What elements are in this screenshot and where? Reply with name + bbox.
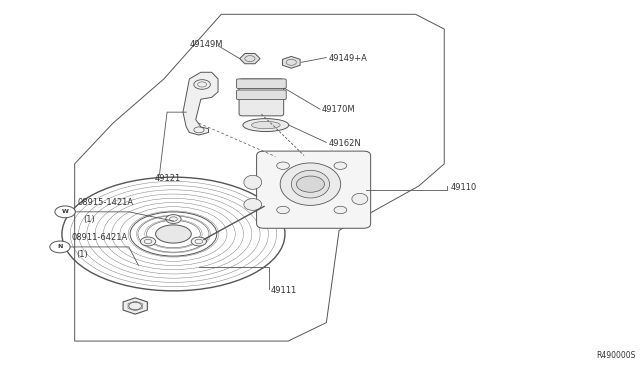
Circle shape — [50, 241, 70, 253]
Ellipse shape — [291, 170, 330, 198]
Ellipse shape — [156, 225, 191, 243]
Circle shape — [334, 206, 347, 214]
Text: R490000S: R490000S — [596, 350, 636, 359]
Circle shape — [166, 215, 181, 224]
Circle shape — [191, 237, 207, 246]
Polygon shape — [123, 298, 147, 314]
Ellipse shape — [243, 119, 289, 132]
Ellipse shape — [352, 193, 368, 205]
FancyBboxPatch shape — [237, 79, 286, 89]
Ellipse shape — [244, 175, 262, 189]
Circle shape — [140, 237, 156, 246]
Text: N: N — [58, 244, 63, 249]
Text: 08911-6421A: 08911-6421A — [72, 234, 128, 243]
Ellipse shape — [252, 121, 280, 129]
Polygon shape — [282, 57, 300, 68]
Polygon shape — [240, 54, 260, 64]
Circle shape — [296, 176, 324, 192]
Circle shape — [276, 206, 289, 214]
Text: 49170M: 49170M — [321, 105, 355, 115]
Ellipse shape — [244, 199, 262, 211]
Text: 49110: 49110 — [451, 183, 477, 192]
Text: (1): (1) — [77, 250, 88, 259]
Text: 49149+A: 49149+A — [328, 54, 367, 63]
Circle shape — [55, 206, 76, 218]
Circle shape — [334, 162, 347, 169]
Polygon shape — [183, 72, 218, 135]
Ellipse shape — [280, 163, 340, 205]
Text: W: W — [61, 209, 68, 214]
FancyBboxPatch shape — [257, 151, 371, 228]
Text: 49111: 49111 — [271, 286, 297, 295]
Text: 08915-1421A: 08915-1421A — [78, 198, 134, 208]
FancyBboxPatch shape — [237, 90, 286, 100]
Text: (1): (1) — [83, 215, 95, 224]
Text: 49149M: 49149M — [189, 41, 223, 49]
Text: 49162N: 49162N — [328, 139, 361, 148]
Circle shape — [276, 162, 289, 169]
Text: 49121: 49121 — [154, 174, 180, 183]
FancyBboxPatch shape — [239, 79, 284, 116]
